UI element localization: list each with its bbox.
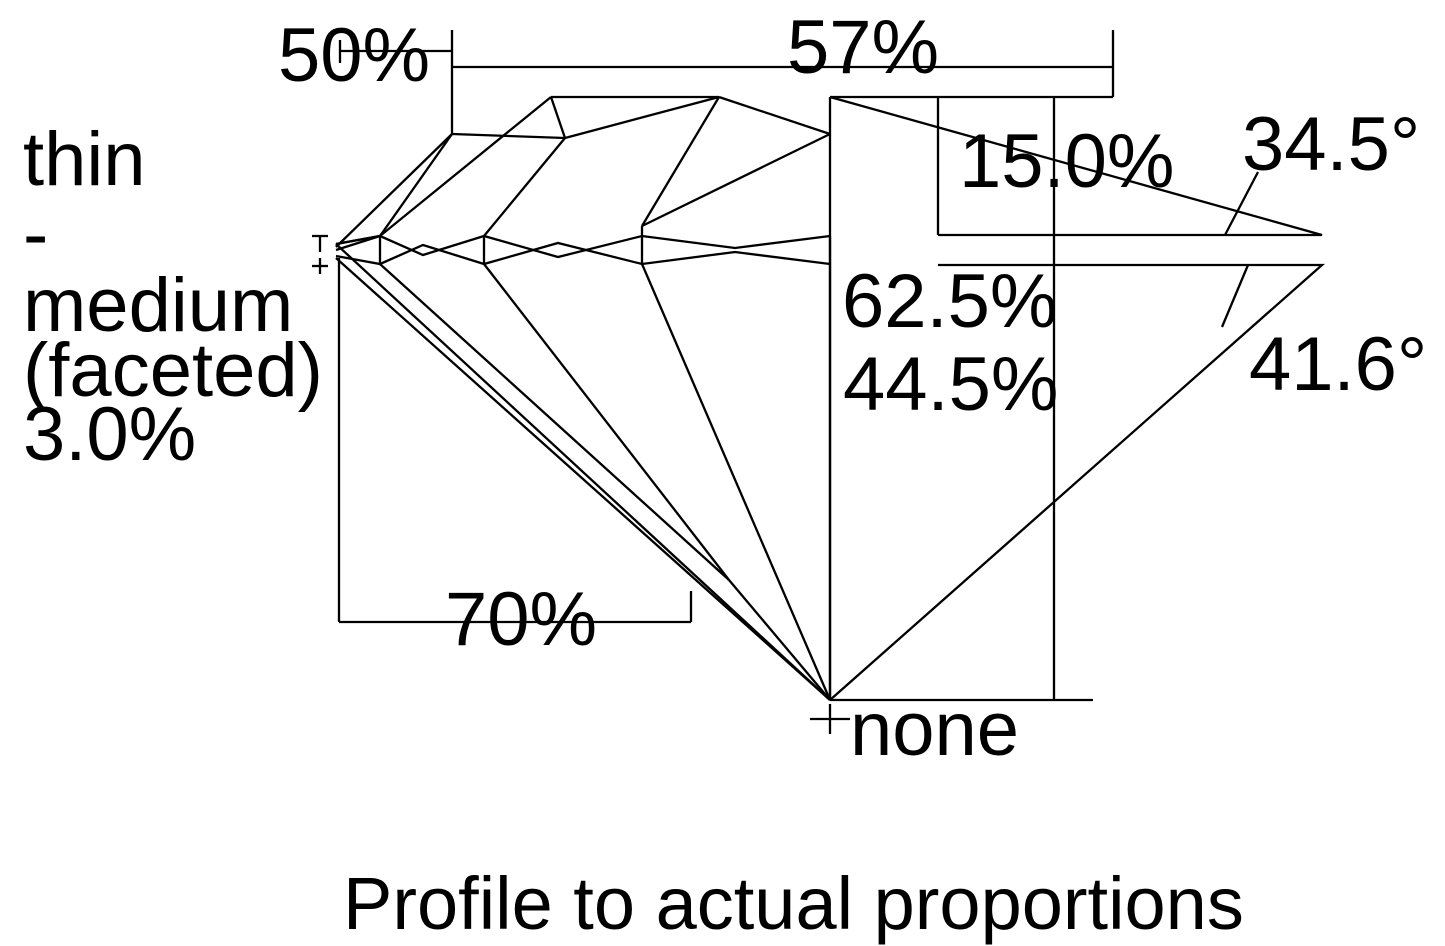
svg-text:50%: 50% — [278, 13, 430, 98]
svg-text:none: none — [850, 687, 1019, 772]
svg-text:44.5%: 44.5% — [843, 342, 1059, 427]
svg-text:41.6°: 41.6° — [1249, 322, 1427, 407]
svg-text:70%: 70% — [445, 577, 597, 662]
svg-text:3.0%: 3.0% — [23, 392, 196, 477]
svg-text:thin: thin — [23, 117, 146, 202]
svg-text:62.5%: 62.5% — [842, 259, 1058, 344]
svg-text:57%: 57% — [787, 5, 939, 90]
svg-text:34.5°: 34.5° — [1242, 102, 1420, 187]
svg-text:Profile to actual proportions: Profile to actual proportions — [343, 862, 1244, 945]
svg-text:15.0%: 15.0% — [959, 119, 1175, 204]
